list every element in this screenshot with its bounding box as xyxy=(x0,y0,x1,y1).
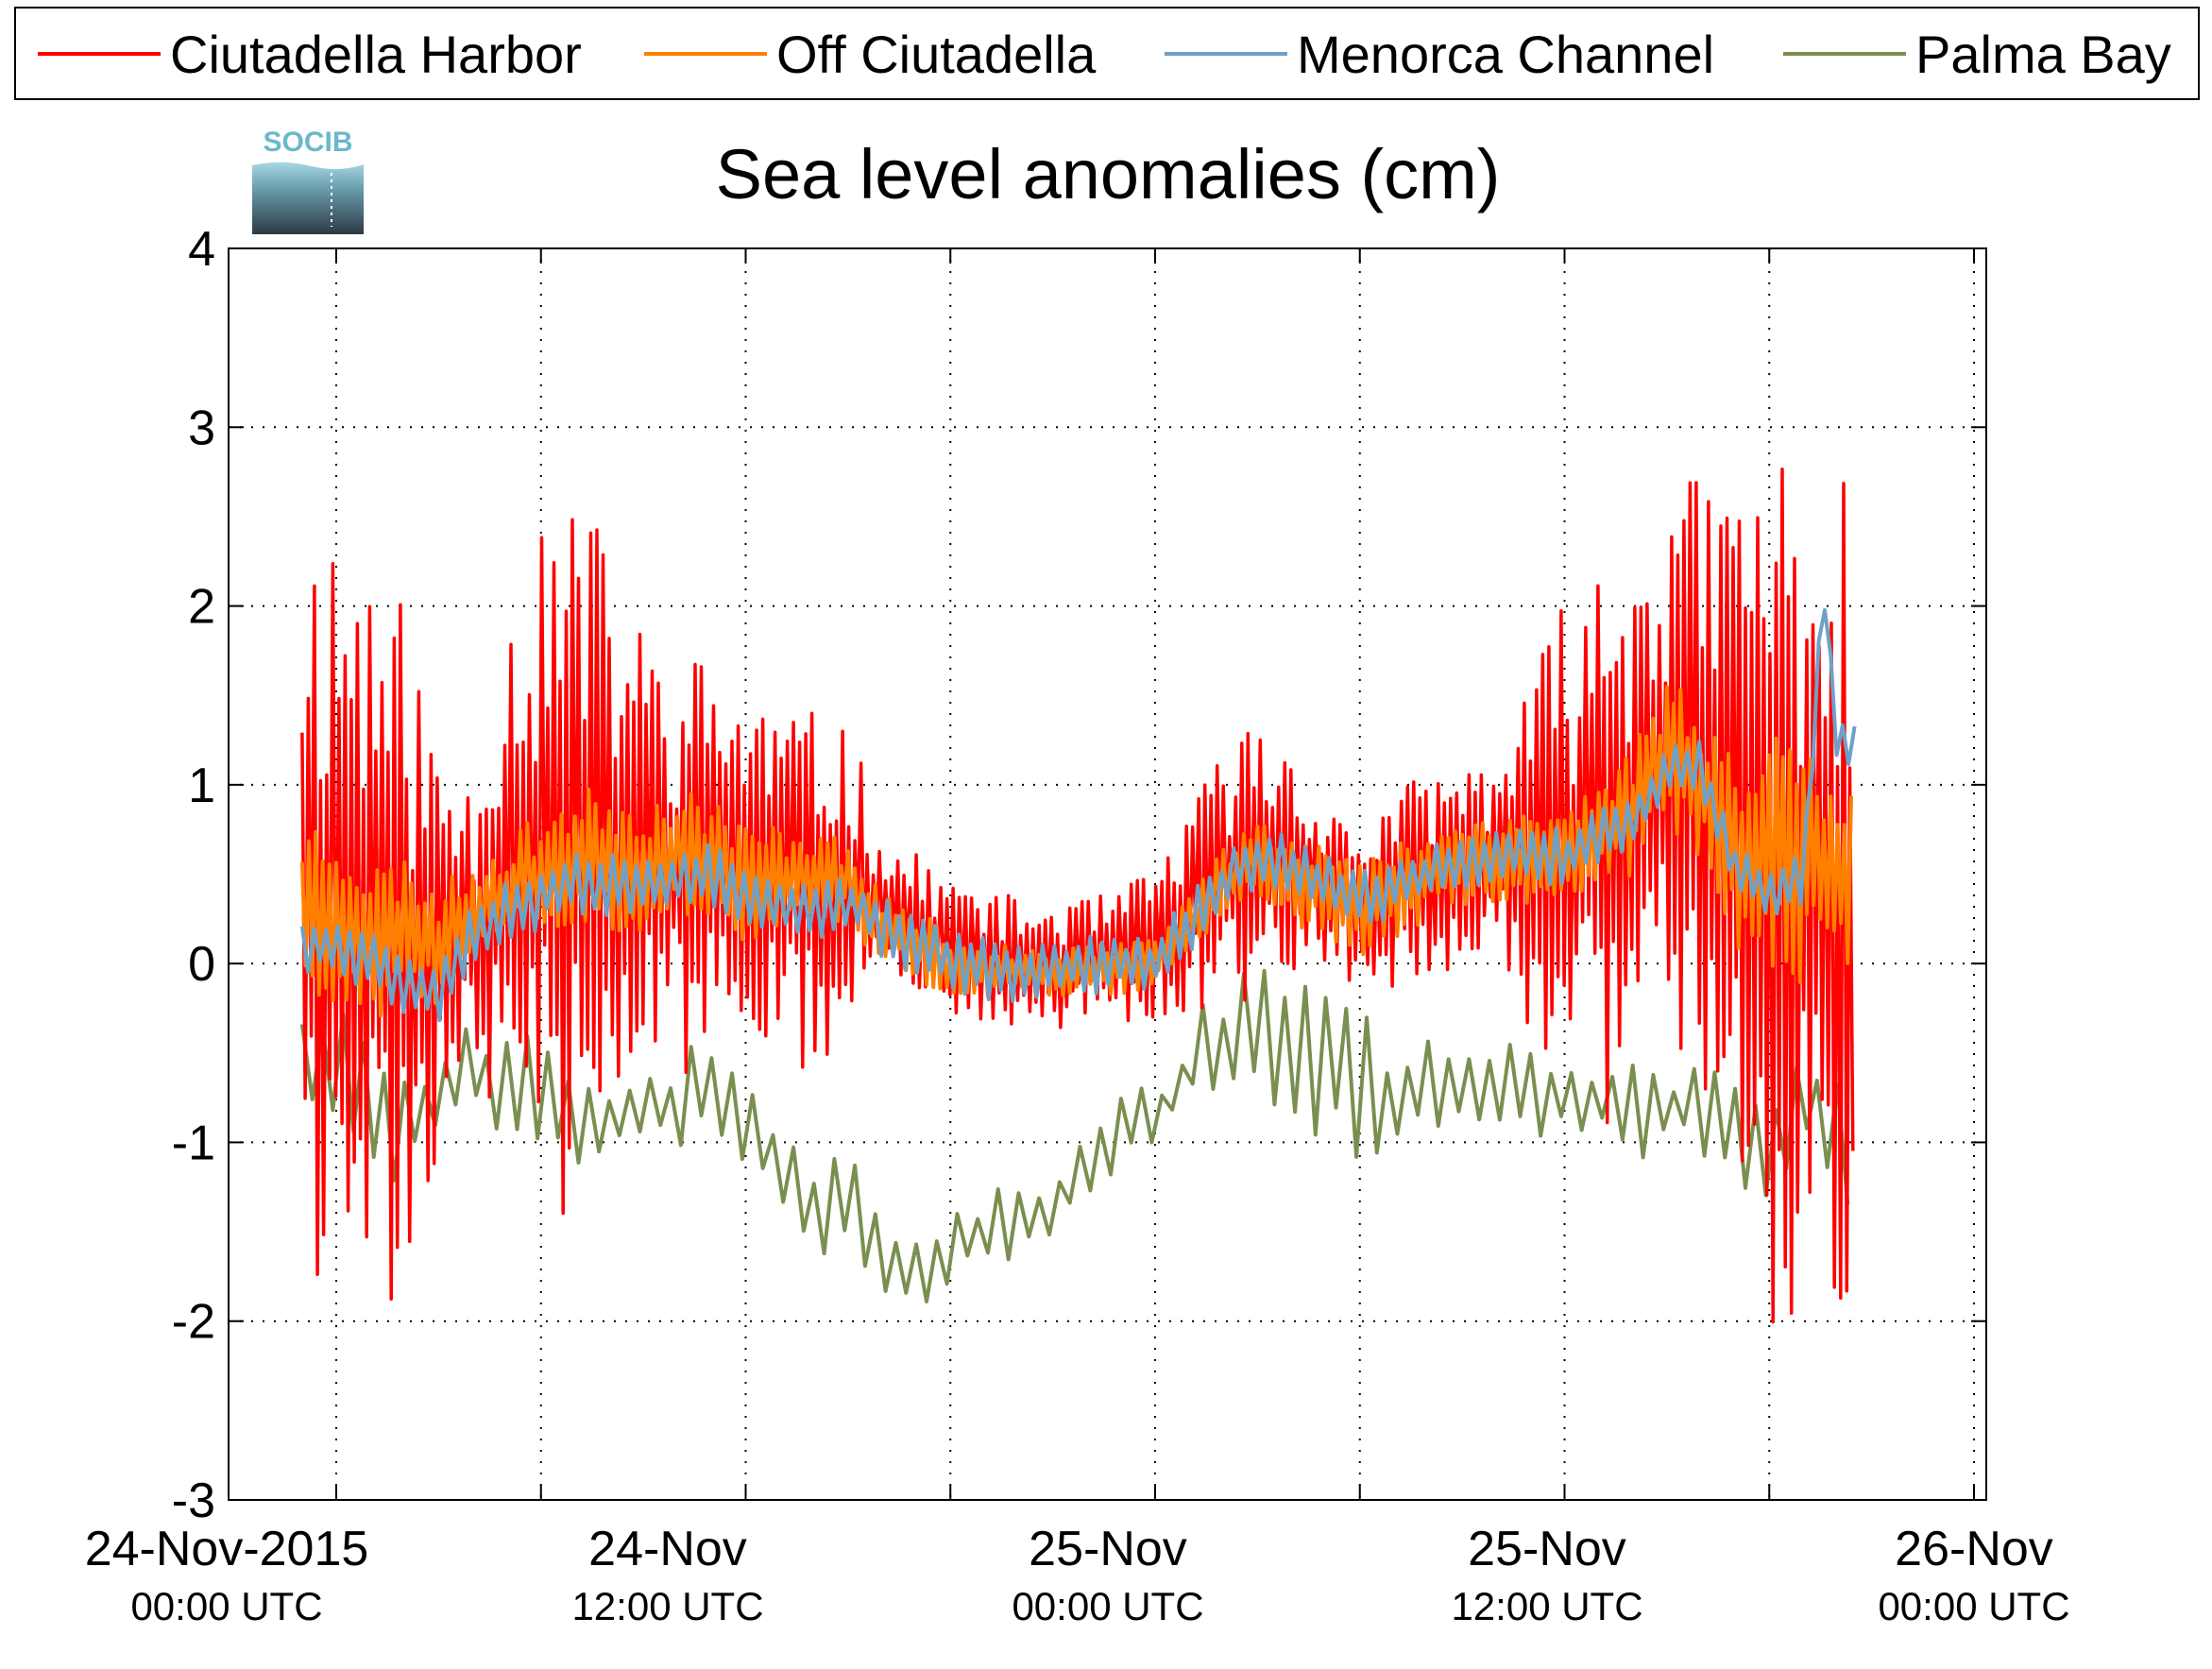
y-tick-label: -1 xyxy=(172,1116,215,1170)
x-tick-label-time: 00:00 UTC xyxy=(1878,1584,2069,1628)
x-tick-label-date: 25-Nov xyxy=(1029,1522,1187,1576)
x-tick-label-time: 00:00 UTC xyxy=(1012,1584,1203,1628)
legend-label: Palma Bay xyxy=(1915,25,2171,84)
y-tick-label: 1 xyxy=(188,758,215,813)
axis-ticks xyxy=(229,247,1986,1501)
y-tick-label: 0 xyxy=(188,937,215,992)
x-axis-labels: 24-Nov-2015 00:00 UTC 24-Nov 12:00 UTC 25-No… xyxy=(85,1522,2070,1628)
y-tick-label: 3 xyxy=(188,400,215,455)
series-layer xyxy=(299,468,1857,1324)
grid xyxy=(229,248,1986,1500)
plot-frame xyxy=(228,247,1987,1501)
legend-label: Ciutadella Harbor xyxy=(170,25,582,84)
legend: Ciutadella Harbor Off Ciutadella Menorca C… xyxy=(14,7,2200,100)
series-line-palma-bay xyxy=(299,968,1850,1303)
y-tick-label: 2 xyxy=(188,580,215,635)
legend-label: Menorca Channel xyxy=(1297,25,1714,84)
chart-title: Sea level anomalies (cm) xyxy=(716,135,1501,213)
legend-label: Off Ciutadella xyxy=(776,25,1097,84)
socib-logo: SOCIB xyxy=(252,127,364,234)
logo-text: SOCIB xyxy=(263,127,352,158)
y-axis-labels: -3 -2 -1 0 1 2 3 4 xyxy=(172,222,215,1528)
y-tick-label: -3 xyxy=(172,1473,215,1528)
y-tick-label: -2 xyxy=(172,1295,215,1350)
x-tick-label-date: 24-Nov-2015 xyxy=(85,1522,369,1576)
x-tick-label-time: 00:00 UTC xyxy=(130,1584,322,1628)
series-line-menorca-channel xyxy=(299,607,1857,1023)
x-tick-label-date: 26-Nov xyxy=(1895,1522,2053,1576)
x-tick-label-time: 12:00 UTC xyxy=(571,1584,763,1628)
x-tick-label-date: 25-Nov xyxy=(1468,1522,1626,1576)
y-tick-label: 4 xyxy=(188,222,215,277)
x-tick-label-time: 12:00 UTC xyxy=(1451,1584,1642,1628)
x-tick-label-date: 24-Nov xyxy=(588,1522,747,1576)
